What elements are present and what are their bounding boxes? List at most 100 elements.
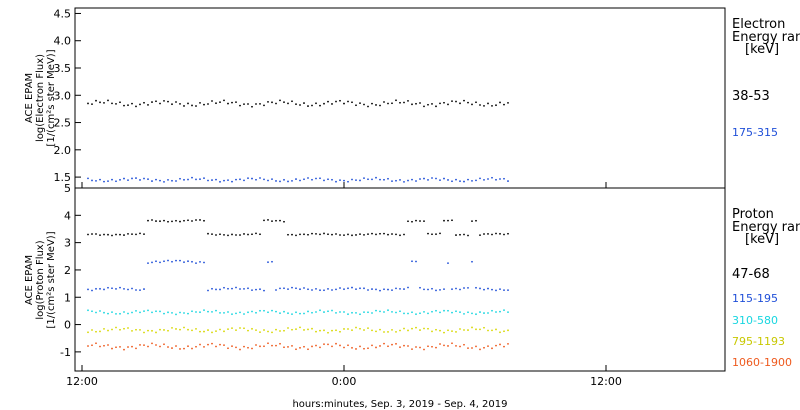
- proton-point: [247, 287, 249, 290]
- proton-point: [231, 287, 233, 290]
- proton-point: [147, 345, 149, 348]
- electron-point: [343, 102, 345, 105]
- proton-point: [415, 219, 417, 222]
- proton-point: [475, 313, 477, 316]
- electron-point: [135, 105, 137, 108]
- proton-point: [399, 310, 401, 313]
- proton-point: [443, 309, 445, 312]
- proton-point: [167, 329, 169, 332]
- electron-point: [131, 102, 133, 105]
- electron-point: [503, 177, 505, 180]
- axis-ticks: 1.5 2.0 2.5 3.0 3.5 4.0 4.5 -1 0 1 2 3 4 5: [54, 7, 607, 371]
- proton-point: [123, 348, 125, 351]
- proton-point: [131, 345, 133, 348]
- proton-point: [319, 346, 321, 349]
- electron-point: [431, 177, 433, 179]
- proton-point: [115, 288, 117, 290]
- electron-point: [299, 179, 301, 182]
- proton-point: [375, 330, 377, 333]
- proton-point: [475, 219, 477, 222]
- proton-point: [347, 233, 349, 236]
- proton-point: [343, 346, 345, 349]
- electron-point: [175, 180, 177, 182]
- proton-point: [439, 311, 441, 314]
- electron-point: [183, 178, 185, 181]
- proton-point: [295, 234, 297, 237]
- proton-point: [363, 287, 365, 290]
- electron-point: [463, 180, 465, 183]
- electron-point: [391, 180, 393, 183]
- proton-point: [439, 232, 441, 235]
- proton-point: [387, 345, 389, 348]
- electron-point: [499, 178, 501, 180]
- electron-point: [447, 179, 449, 181]
- proton-point: [355, 288, 357, 290]
- proton-point: [167, 220, 169, 223]
- proton-point: [139, 232, 141, 235]
- proton-point: [239, 311, 241, 314]
- proton-point: [235, 234, 237, 236]
- electron-point: [379, 104, 381, 107]
- proton-point: [359, 313, 361, 316]
- electron-point: [319, 177, 321, 180]
- proton-point: [119, 328, 121, 331]
- electron-point: [207, 103, 209, 105]
- proton-point: [323, 232, 325, 235]
- proton-point: [311, 311, 313, 314]
- proton-point: [223, 311, 225, 314]
- proton-point: [491, 233, 493, 236]
- proton-point: [299, 288, 301, 291]
- proton-point: [171, 220, 173, 223]
- proton-point: [359, 327, 361, 330]
- electron-point: [291, 100, 293, 103]
- electron-point: [223, 179, 225, 182]
- proton-point: [403, 233, 405, 236]
- electron-point: [131, 177, 133, 180]
- electron-point: [451, 100, 453, 103]
- proton-point: [503, 345, 505, 348]
- proton-point: [379, 289, 381, 292]
- electron-point: [259, 102, 261, 105]
- proton-point: [443, 288, 445, 291]
- electron-point: [243, 179, 245, 182]
- proton-point: [155, 310, 157, 313]
- proton-point: [467, 311, 469, 314]
- proton-point: [455, 287, 457, 290]
- electron-point: [291, 179, 293, 182]
- proton-point: [291, 286, 293, 289]
- proton-point: [203, 345, 205, 348]
- proton-point: [491, 347, 493, 350]
- proton-point: [103, 327, 105, 330]
- proton-point: [195, 219, 197, 221]
- electron-point: [487, 178, 489, 180]
- electron-point: [335, 100, 337, 103]
- proton-point: [119, 233, 121, 236]
- proton-point: [335, 288, 337, 291]
- electron-point: [179, 177, 181, 180]
- electron-point: [227, 102, 229, 105]
- electron-point: [371, 178, 373, 181]
- electron-point: [507, 101, 509, 104]
- proton-point: [375, 288, 377, 291]
- proton-point: [363, 347, 365, 350]
- electron-point: [211, 100, 213, 102]
- proton-point: [347, 287, 349, 290]
- electron-point: [463, 99, 465, 102]
- electron-point: [407, 99, 409, 102]
- proton-point: [323, 289, 325, 292]
- electron-point: [495, 178, 497, 181]
- proton-point: [395, 233, 397, 236]
- proton-point: [155, 260, 157, 263]
- proton-point: [435, 328, 437, 331]
- proton-point: [327, 331, 329, 334]
- proton-point: [131, 287, 133, 290]
- electron-point: [191, 176, 193, 179]
- proton-point: [171, 260, 173, 263]
- proton-point: [439, 289, 441, 291]
- electron-point: [419, 102, 421, 104]
- proton-point: [339, 234, 341, 236]
- x-tick-label-3: 12:00: [590, 375, 622, 388]
- proton-point: [151, 311, 153, 314]
- proton-point: [195, 311, 197, 313]
- electron-point: [103, 180, 105, 183]
